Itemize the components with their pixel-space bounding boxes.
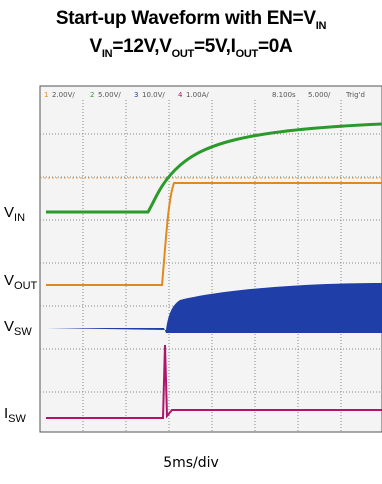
trace-label: VIN xyxy=(4,204,25,224)
scope-header-item: 10.0V/ xyxy=(142,91,165,99)
trace-sub: IN xyxy=(14,212,25,224)
trace-sub: SW xyxy=(8,413,26,425)
scope-header-item: 1 xyxy=(44,91,48,99)
trace-sub: OUT xyxy=(14,280,37,292)
scope-header-item: Trig'd xyxy=(345,91,365,99)
footer: 5ms/div xyxy=(0,455,382,471)
trace-label: VOUT xyxy=(4,272,37,292)
trace-sub: SW xyxy=(14,326,32,338)
scope-header-item: 4 xyxy=(178,91,183,99)
scope-header-item: 5.000/ xyxy=(308,91,331,99)
page: Start-up Waveform with EN=VIN VIN=12V,VO… xyxy=(0,0,382,484)
scope-header-item: 8.100s xyxy=(272,91,296,99)
scope-header-item: 2.00V/ xyxy=(52,91,75,99)
trace-name: V xyxy=(4,204,14,221)
scope-header-item: 3 xyxy=(134,91,138,99)
scope-header-item: 5.00V/ xyxy=(98,91,121,99)
screen-frame xyxy=(40,86,382,432)
trace-label: VSW xyxy=(4,318,32,338)
trace-name: V xyxy=(4,318,14,335)
scope-header-item: 1.00A/ xyxy=(186,91,209,99)
scope-header-item: 2 xyxy=(90,91,94,99)
trace-name: V xyxy=(4,272,14,289)
trace-label: ISW xyxy=(4,405,26,425)
scope-screen: 1 2.00V/2 5.00V/3 10.0V/41.00A/8.100s 5.000/… xyxy=(0,0,382,484)
